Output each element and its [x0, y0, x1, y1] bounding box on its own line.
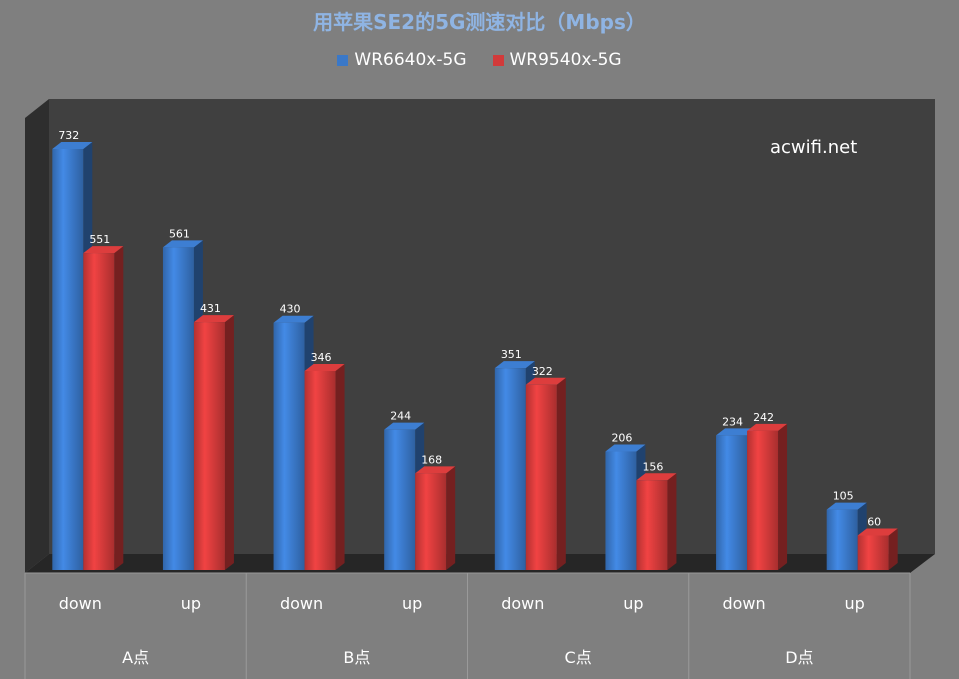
chart-title: 用苹果SE2的5G测速对比（Mbps）	[313, 10, 646, 34]
x-tick-label: down	[58, 594, 102, 613]
data-label: 430	[280, 303, 301, 316]
data-label: 431	[200, 302, 221, 315]
bar-series-2	[525, 384, 557, 570]
bar-series-1	[162, 247, 194, 570]
bar-side-2	[224, 315, 234, 570]
bar-top-1	[162, 240, 203, 248]
bar-top-2	[636, 473, 677, 481]
data-label: 561	[169, 227, 190, 240]
bar-top-1	[716, 428, 757, 436]
data-label: 244	[390, 410, 411, 423]
bar-side-2	[556, 377, 566, 570]
bar-side-2	[335, 364, 345, 570]
bar-top-1	[384, 422, 425, 430]
bar-top-2	[525, 377, 566, 385]
legend-item-series-2: WR9540x-5G	[492, 50, 622, 70]
plot-back-wall	[49, 99, 935, 554]
bar-side-2	[114, 246, 124, 570]
bar-series-1	[716, 435, 748, 570]
bar-side-2	[778, 423, 788, 570]
bar-top-2	[193, 315, 234, 323]
x-tick-label: up	[844, 594, 865, 613]
data-label: 322	[532, 365, 553, 378]
bar-top-1	[273, 315, 314, 323]
x-tick-label: down	[501, 594, 545, 613]
bar-top-2	[857, 528, 898, 536]
bar-series-1	[605, 451, 637, 570]
bar-series-2	[636, 480, 668, 570]
data-label: 168	[421, 453, 442, 466]
legend-item-series-1: WR6640x-5G	[337, 50, 467, 70]
x-tick-label: down	[279, 594, 324, 613]
bar-series-1	[273, 322, 305, 570]
data-label: 346	[311, 351, 332, 364]
data-label: 732	[58, 129, 79, 142]
bar-series-2	[747, 430, 779, 570]
chart-legend: WR6640x-5G WR9540x-5G	[0, 50, 959, 70]
bar-series-2	[857, 535, 889, 570]
data-label: 234	[722, 415, 743, 428]
legend-swatch-series-2	[492, 54, 504, 66]
x-group-label: C点	[564, 648, 592, 667]
bar-series-1	[52, 149, 84, 570]
bar-top-2	[83, 246, 124, 254]
x-tick-label: up	[623, 594, 644, 613]
data-label: 156	[642, 460, 663, 473]
bar-series-2	[304, 371, 336, 570]
bar-top-1	[52, 142, 93, 149]
bar-side-2	[667, 473, 677, 570]
data-label: 351	[501, 348, 522, 361]
bar-top-1	[605, 444, 646, 452]
x-tick-label: up	[180, 594, 202, 613]
bar-top-2	[415, 466, 456, 474]
bar-top-2	[304, 364, 345, 372]
plot-floor	[25, 554, 935, 573]
legend-label-series-1: WR6640x-5G	[354, 50, 467, 70]
data-label: 60	[867, 515, 881, 528]
bar-top-1	[494, 361, 535, 369]
bar-series-1	[494, 368, 526, 570]
x-tick-label: down	[722, 594, 766, 613]
x-tick-label: up	[402, 594, 423, 613]
data-label: 206	[611, 432, 632, 445]
data-label: 551	[89, 233, 110, 246]
watermark-text: acwifi.net	[770, 137, 858, 158]
x-group-label: B点	[343, 648, 371, 667]
bar-top-2	[747, 423, 788, 431]
data-label: 242	[753, 411, 774, 424]
x-group-label: D点	[785, 648, 814, 667]
plot-side-wall	[25, 99, 49, 573]
data-label: 105	[833, 490, 854, 503]
legend-swatch-series-1	[337, 54, 349, 66]
bar-series-2	[193, 322, 225, 570]
bar-top-1	[826, 502, 867, 510]
bar-series-1	[384, 429, 416, 570]
bar-series-1	[826, 509, 858, 570]
bar-series-2	[415, 473, 447, 570]
bar-side-2	[888, 528, 898, 570]
x-group-label: A点	[122, 648, 150, 667]
bar-series-2	[83, 253, 115, 570]
legend-label-series-2: WR9540x-5G	[509, 50, 622, 70]
bar-side-2	[446, 466, 456, 570]
